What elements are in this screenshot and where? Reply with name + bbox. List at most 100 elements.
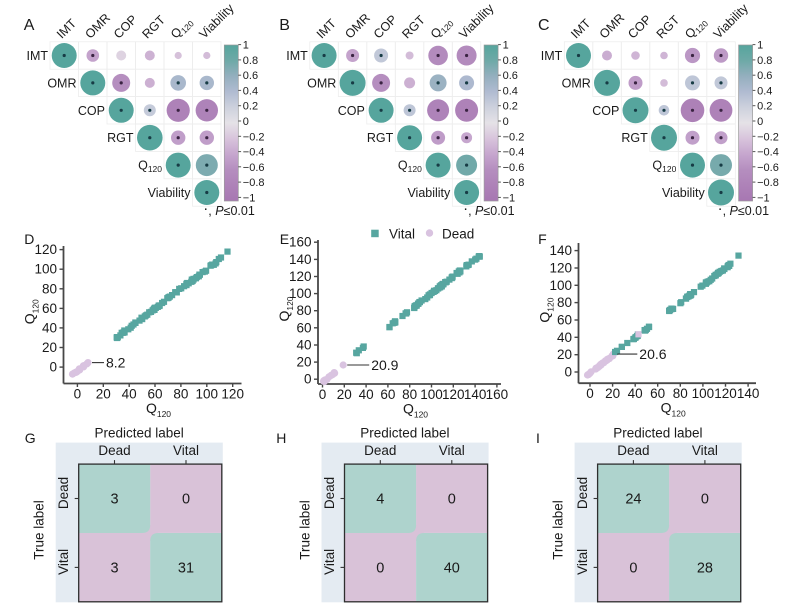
svg-text:60: 60	[557, 313, 572, 328]
svg-text:OMR: OMR	[562, 76, 591, 90]
svg-text:160: 160	[486, 387, 509, 402]
svg-text:Vital: Vital	[575, 549, 590, 575]
svg-text:1: 1	[503, 40, 509, 52]
svg-text:80: 80	[173, 386, 188, 401]
svg-text:24: 24	[625, 492, 641, 508]
svg-text:160: 160	[289, 235, 312, 250]
svg-text:−0.4: −0.4	[243, 147, 265, 159]
svg-text:140: 140	[464, 387, 487, 402]
svg-text:0: 0	[243, 116, 249, 128]
svg-text:Predicted label: Predicted label	[94, 426, 183, 441]
svg-text:0.4: 0.4	[503, 85, 518, 97]
svg-text:100: 100	[549, 278, 572, 293]
svg-text:0: 0	[503, 116, 509, 128]
svg-text:0.8: 0.8	[243, 55, 258, 67]
svg-text:40: 40	[359, 387, 374, 402]
svg-text:RGT: RGT	[621, 131, 648, 145]
svg-text:0.8: 0.8	[503, 55, 518, 67]
svg-text:Viability: Viability	[407, 186, 451, 200]
svg-text:0: 0	[182, 492, 190, 508]
svg-text:40: 40	[444, 560, 460, 576]
svg-text:0: 0	[376, 560, 384, 576]
svg-text:IMT: IMT	[541, 49, 563, 63]
svg-text:60: 60	[42, 301, 57, 316]
svg-text:20: 20	[605, 386, 620, 401]
svg-text:3: 3	[110, 560, 118, 576]
svg-text:80: 80	[42, 281, 57, 296]
svg-text:A: A	[24, 17, 35, 34]
svg-text:OMR: OMR	[307, 76, 336, 90]
svg-text:−0.4: −0.4	[757, 147, 779, 159]
svg-text:4: 4	[376, 492, 384, 508]
svg-text:OMR: OMR	[47, 76, 76, 90]
svg-text:40: 40	[296, 338, 311, 353]
svg-text:60: 60	[380, 387, 395, 402]
svg-text:1: 1	[243, 40, 249, 52]
svg-text:−0.8: −0.8	[243, 177, 265, 189]
svg-text:Predicted label: Predicted label	[360, 426, 449, 441]
svg-text:−1: −1	[757, 192, 770, 204]
svg-text:Dead: Dead	[56, 477, 71, 509]
svg-text:120: 120	[289, 269, 312, 284]
svg-text:100: 100	[289, 286, 312, 301]
svg-text:Dead: Dead	[575, 477, 590, 509]
svg-text:Viability: Viability	[662, 186, 706, 200]
svg-text:20.6: 20.6	[639, 346, 666, 362]
svg-text:3: 3	[110, 492, 118, 508]
svg-text:20: 20	[42, 340, 57, 355]
svg-text:0.6: 0.6	[757, 70, 772, 82]
svg-text:0: 0	[49, 360, 57, 375]
svg-text:0.4: 0.4	[757, 85, 772, 97]
svg-text:−0.8: −0.8	[503, 177, 525, 189]
svg-text:120: 120	[34, 242, 57, 257]
svg-text:140: 140	[549, 243, 572, 258]
svg-text:20: 20	[296, 355, 311, 370]
svg-text:Vital: Vital	[692, 443, 718, 458]
svg-text:100: 100	[196, 386, 219, 401]
svg-text:Vital: Vital	[56, 549, 71, 575]
svg-text:COP: COP	[78, 104, 105, 118]
svg-text:0.6: 0.6	[503, 70, 518, 82]
svg-text:RGT: RGT	[107, 131, 134, 145]
svg-text:140: 140	[737, 386, 760, 401]
svg-text:Dead: Dead	[364, 443, 396, 458]
svg-text:H: H	[276, 430, 286, 446]
svg-text:80: 80	[557, 295, 572, 310]
svg-text:−1: −1	[503, 192, 516, 204]
svg-text:−0.2: −0.2	[757, 131, 779, 143]
svg-text:60: 60	[296, 320, 311, 335]
svg-text:0: 0	[448, 492, 456, 508]
svg-text:8.2: 8.2	[106, 354, 126, 370]
svg-text:True label: True label	[32, 500, 47, 560]
svg-text:20: 20	[557, 347, 572, 362]
svg-text:0.4: 0.4	[243, 85, 258, 97]
svg-text:100: 100	[692, 386, 715, 401]
svg-text:40: 40	[557, 330, 572, 345]
svg-text:Predicted label: Predicted label	[613, 426, 702, 441]
svg-text:0.6: 0.6	[243, 70, 258, 82]
svg-text:Vital: Vital	[322, 549, 337, 575]
svg-text:B: B	[279, 17, 290, 34]
svg-text:F: F	[538, 231, 547, 247]
svg-text:0: 0	[319, 387, 327, 402]
svg-text:100: 100	[420, 387, 443, 402]
svg-text:1: 1	[757, 40, 763, 52]
svg-text:120: 120	[549, 261, 572, 276]
svg-text:−0.6: −0.6	[503, 162, 525, 174]
svg-text:0.2: 0.2	[243, 101, 258, 113]
svg-text:0: 0	[74, 386, 82, 401]
svg-text:60: 60	[147, 386, 162, 401]
svg-text:0: 0	[564, 365, 572, 380]
svg-text:−0.2: −0.2	[503, 131, 525, 143]
svg-text:E: E	[280, 231, 289, 247]
svg-text:140: 140	[289, 252, 312, 267]
svg-text:20: 20	[96, 386, 111, 401]
svg-text:·, P≤0.01: ·, P≤0.01	[203, 200, 255, 218]
svg-text:−1: −1	[243, 192, 256, 204]
svg-text:·, P≤0.01: ·, P≤0.01	[718, 200, 770, 218]
svg-text:COP: COP	[338, 104, 365, 118]
svg-text:40: 40	[122, 386, 137, 401]
svg-text:20: 20	[337, 387, 352, 402]
svg-text:−0.4: −0.4	[503, 147, 525, 159]
svg-text:Vital: Vital	[173, 443, 199, 458]
